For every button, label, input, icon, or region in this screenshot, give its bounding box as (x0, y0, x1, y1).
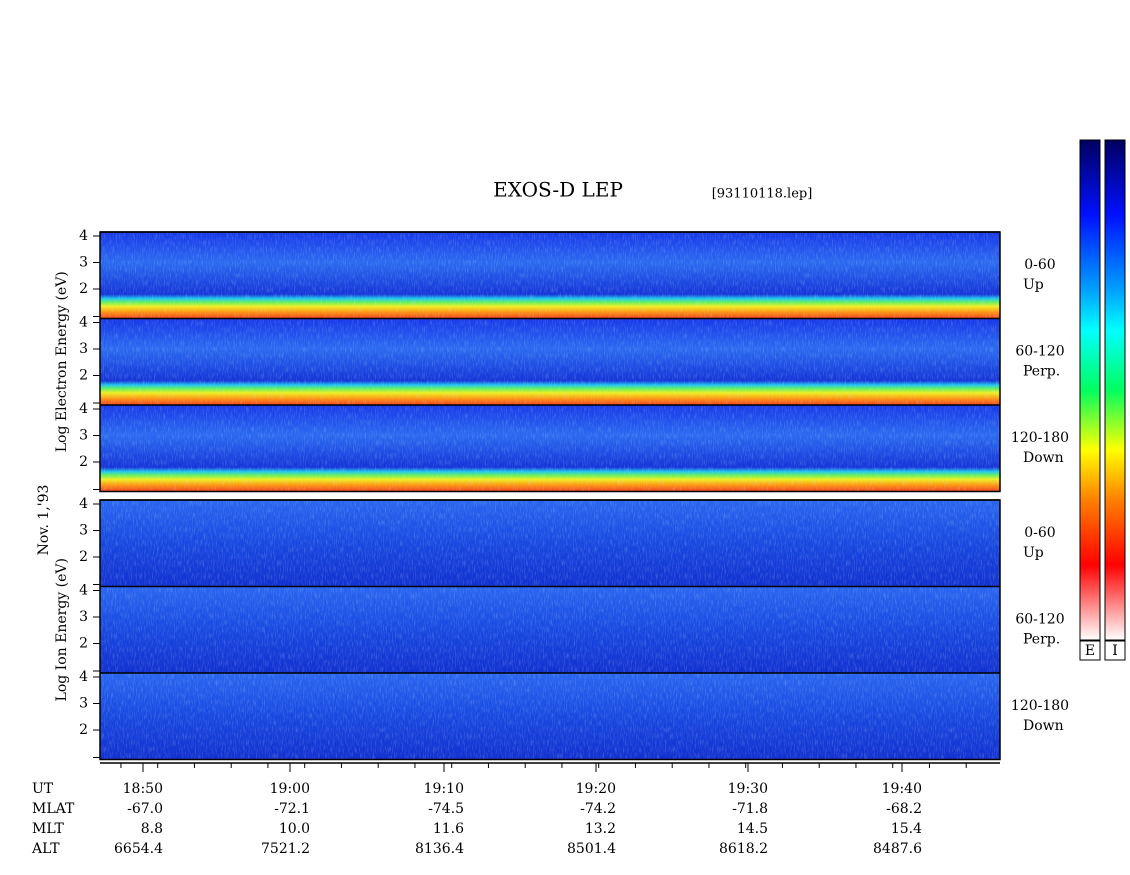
spectrogram-texture (100, 318, 1000, 405)
file-name: [93110118.lep] (712, 187, 813, 202)
energy-tick-label: 4 (79, 496, 88, 512)
row-value: 8136.4 (415, 841, 464, 857)
direction-label: Down (1023, 718, 1064, 734)
colorbar-label: E (1085, 643, 1095, 659)
panel-group-frame (99, 499, 1001, 761)
date-label: Nov. 1,'93 (36, 485, 52, 556)
row-value: 6654.4 (114, 841, 163, 857)
energy-tick-label: 4 (79, 228, 88, 244)
energy-tick-label: 4 (79, 669, 88, 685)
row-value: 14.5 (737, 821, 768, 837)
row-value: 8487.6 (873, 841, 922, 857)
row-value: 7521.2 (261, 841, 310, 857)
row-value: 13.2 (585, 821, 616, 837)
direction-label: Up (1023, 545, 1044, 561)
energy-tick-label: 4 (79, 401, 88, 417)
energy-tick-label: 4 (79, 315, 88, 331)
row-value: 8.8 (141, 821, 163, 837)
colorbar (1079, 139, 1101, 641)
energy-tick-label: 3 (79, 523, 88, 539)
spectrogram-texture (100, 586, 1000, 673)
energy-tick-label: 2 (79, 549, 88, 565)
row-label: MLAT (32, 801, 75, 817)
energy-tick-label: 4 (79, 583, 88, 599)
row-value: 10.0 (279, 821, 310, 837)
colorbar-label-box (1079, 640, 1101, 661)
direction-label: Up (1023, 277, 1044, 293)
angle-label: 0-60 (1024, 257, 1055, 273)
colorbar (1104, 139, 1126, 641)
direction-label: Down (1023, 450, 1064, 466)
angle-label: 60-120 (1015, 344, 1064, 360)
direction-label: Perp. (1023, 364, 1060, 380)
row-value: -74.5 (428, 801, 464, 817)
row-value: -68.2 (886, 801, 922, 817)
row-value: -74.2 (580, 801, 616, 817)
spectrogram-texture (100, 232, 1000, 319)
panel-group-frame (99, 231, 1001, 493)
row-value: 15.4 (891, 821, 922, 837)
direction-label: Perp. (1023, 632, 1060, 648)
energy-tick-label: 3 (79, 696, 88, 712)
energy-tick-label: 2 (79, 368, 88, 384)
spectrogram-texture (100, 673, 1000, 760)
row-value: -71.8 (732, 801, 768, 817)
energy-tick-label: 2 (79, 281, 88, 297)
row-value: 19:00 (270, 781, 310, 797)
energy-tick-label: 2 (79, 636, 88, 652)
row-value: -67.0 (127, 801, 163, 817)
energy-axis-label: Log Ion Energy (eV) (54, 558, 70, 701)
energy-tick-label: 3 (79, 609, 88, 625)
row-value: 19:40 (882, 781, 922, 797)
angle-label: 120-180 (1011, 430, 1069, 446)
colorbar-label: I (1112, 643, 1118, 659)
spectrogram-texture (100, 405, 1000, 492)
spectrogram-texture (100, 500, 1000, 587)
row-value: 8618.2 (719, 841, 768, 857)
row-label: MLT (32, 821, 64, 837)
energy-axis-label: Log Electron Energy (eV) (54, 271, 70, 452)
row-value: 19:30 (728, 781, 768, 797)
energy-tick-label: 3 (79, 428, 88, 444)
energy-tick-label: 3 (79, 341, 88, 357)
energy-tick-label: 2 (79, 722, 88, 738)
row-value: -72.1 (274, 801, 310, 817)
angle-label: 120-180 (1011, 698, 1069, 714)
energy-tick-label: 2 (79, 454, 88, 470)
angle-label: 0-60 (1024, 525, 1055, 541)
row-value: 19:20 (576, 781, 616, 797)
row-label: UT (32, 781, 54, 797)
title: EXOS-D LEP (493, 178, 623, 202)
colorbar-label-box (1104, 640, 1126, 661)
energy-tick-label: 3 (79, 255, 88, 271)
row-label: ALT (31, 841, 60, 857)
row-value: 8501.4 (567, 841, 616, 857)
row-value: 11.6 (433, 821, 464, 837)
row-value: 19:10 (424, 781, 464, 797)
angle-label: 60-120 (1015, 612, 1064, 628)
row-value: 18:50 (123, 781, 163, 797)
